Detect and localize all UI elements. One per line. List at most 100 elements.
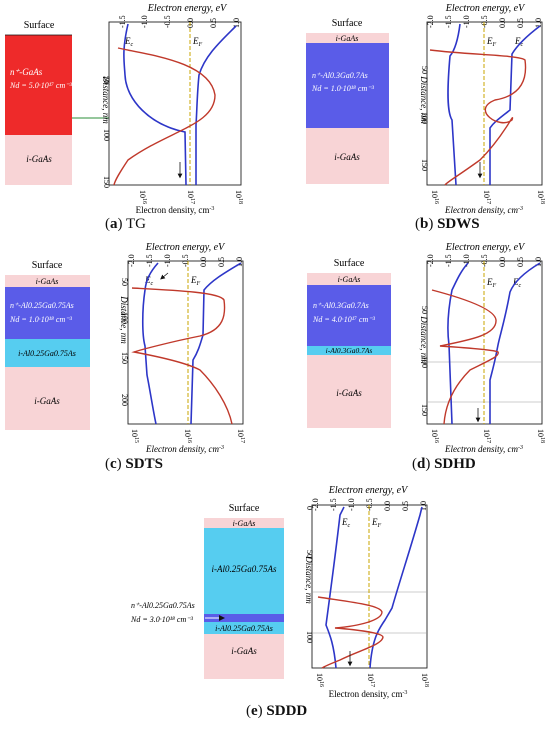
distance-tick: 100 xyxy=(420,112,429,124)
energy-tick: 1.0 xyxy=(235,257,244,267)
energy-tick: -1.0 xyxy=(462,254,471,267)
conduction-band-curve xyxy=(190,262,242,425)
density-axis-title: Electron density, cm-3 xyxy=(145,444,224,454)
energy-tick: 1.0 xyxy=(232,18,241,28)
density-tick: 1018 xyxy=(234,190,243,204)
density-axis-title: Electron density, cm-3 xyxy=(136,205,215,215)
ec-label: Ec xyxy=(514,36,524,48)
layer-label-doped-nd: Nd = 1.0·10¹⁸ cm⁻³ xyxy=(311,84,374,93)
distance-tick-labels: 50 100 150 xyxy=(102,76,111,188)
layer-label-gaas: i-GaAs xyxy=(336,34,359,43)
energy-tick: -1.5 xyxy=(444,15,453,28)
surface-label: Surface xyxy=(334,258,365,269)
plot-frame xyxy=(108,21,242,186)
layer-label-gaas: i-GaAs xyxy=(336,388,362,398)
density-axis-title: Electron density, cm-3 xyxy=(444,444,523,454)
panel-b: Surface i-GaAs n⁺-Al0.3Ga0.7As Nd = 1.0·… xyxy=(306,3,545,215)
energy-tick: 1.0 xyxy=(534,18,543,28)
layer-barrier xyxy=(204,622,284,634)
energy-axis-title: Electron energy, eV xyxy=(147,3,228,14)
density-tick: 1017 xyxy=(186,190,195,204)
layer-doped xyxy=(5,35,72,135)
energy-tick: -1.0 xyxy=(347,498,356,511)
layer-gaas xyxy=(5,135,72,185)
energy-tick: -0.5 xyxy=(480,15,489,28)
layer-doped xyxy=(5,287,90,339)
distance-tick: 50 xyxy=(120,278,129,286)
density-tick-labels: 1015 1016 1017 xyxy=(130,429,245,443)
electron-density-curve xyxy=(317,596,384,669)
density-tick: 1016 xyxy=(430,429,439,443)
distance-tick: 50 xyxy=(305,550,314,558)
layer-gaas xyxy=(306,128,389,184)
energy-tick: -1.0 xyxy=(462,15,471,28)
ec-label: Ec xyxy=(341,517,351,529)
caption-a: (a) TG xyxy=(105,216,146,232)
energy-tick: 0.0 xyxy=(498,257,507,267)
density-tick: 1018 xyxy=(536,429,545,443)
energy-axis-title: Electron energy, eV xyxy=(145,242,226,253)
layer-label-doped: n⁺-Al0.25Ga0.75As xyxy=(10,301,74,310)
electron-density-curve xyxy=(431,289,499,425)
surface-label: Surface xyxy=(24,20,55,31)
doped-layer-nd-label: Nd = 3.0·10¹⁸ cm⁻³ xyxy=(130,615,193,624)
energy-tick-labels: -2.0 -1.5 -1.0 -0.5 0.0 0.5 1.0 xyxy=(426,15,543,28)
ef-label: EF xyxy=(486,36,497,48)
density-tick: 1017 xyxy=(366,673,375,687)
energy-tick-labels: -2.0 -1.5 -1.0 -0.5 0.0 0.5 1.0 xyxy=(127,254,244,267)
layer-label-doped-nd: Nd = 1.0·10¹⁸ cm⁻³ xyxy=(9,315,72,324)
energy-tick: 1.0 xyxy=(419,501,428,511)
layer-doped xyxy=(306,43,389,128)
energy-tick: -1.5 xyxy=(444,254,453,267)
conduction-band-curve xyxy=(325,506,345,669)
layer-gaas xyxy=(306,33,389,43)
surface-label: Surface xyxy=(332,18,363,29)
distance-tick: 50 xyxy=(102,76,111,84)
distance-axis-title: Distance, nm xyxy=(419,75,429,124)
layer-gaas xyxy=(307,273,391,285)
density-tick-labels: 1016 1017 1018 xyxy=(430,429,545,443)
distance-tick: 150 xyxy=(420,404,429,416)
surface-label: Surface xyxy=(32,260,63,271)
ef-label: EF xyxy=(192,36,203,48)
ec-label: Ec xyxy=(124,36,134,48)
density-tick: 1015 xyxy=(130,429,139,443)
layer-label-doped-nd: Nd = 5.0·10¹⁷ cm⁻³ xyxy=(9,81,72,90)
energy-tick-labels: -2.0 -1.5 -1.0 -0.5 0.0 0.5 1.0 xyxy=(311,498,428,511)
energy-tick: -1.5 xyxy=(118,15,127,28)
energy-tick: 0.5 xyxy=(217,257,226,267)
distance-tick: 0 xyxy=(305,506,314,510)
density-tick-labels: 1016 1017 1018 xyxy=(315,673,429,687)
conduction-band-curve xyxy=(123,23,187,186)
doped-layer-label: n⁺-Al0.25Ga0.75As xyxy=(131,601,195,610)
energy-tick: -0.5 xyxy=(163,15,172,28)
distance-tick: 100 xyxy=(420,356,429,368)
layer-gaas xyxy=(307,355,391,428)
layer-gaas xyxy=(5,367,90,430)
layer-label-barrier: i-Al0.25Ga0.75As xyxy=(215,624,273,633)
energy-tick: 0.5 xyxy=(516,257,525,267)
distance-tick: 50 xyxy=(420,66,429,74)
layer-label-barrier: i-Al0.3Ga0.7As xyxy=(326,346,373,355)
energy-tick: 1.0 xyxy=(534,257,543,267)
ef-label: EF xyxy=(190,275,201,287)
layer-doped xyxy=(204,614,284,622)
energy-tick: 0.0 xyxy=(199,257,208,267)
density-tick: 1016 xyxy=(315,673,324,687)
distance-tick-labels: 50 100 150 xyxy=(420,306,429,416)
density-tick: 1016 xyxy=(430,190,439,204)
energy-tick: -1.0 xyxy=(163,254,172,267)
energy-tick-labels: -2.0 -1.5 -1.0 -0.5 0.0 0.5 1.0 xyxy=(426,254,543,267)
conduction-band-curve xyxy=(489,25,541,185)
plot-frame xyxy=(127,260,244,425)
density-tick: 1017 xyxy=(482,190,491,204)
layer-gaas xyxy=(204,634,284,679)
distance-tick-labels: 50 100 150 xyxy=(420,66,429,171)
energy-tick: -1.5 xyxy=(145,254,154,267)
distance-axis-title: Distance, nm xyxy=(304,555,314,604)
energy-axis-title: Electron energy, eV xyxy=(445,242,526,253)
layer-label-gaas: i-GaAs xyxy=(34,396,60,406)
layer-label-doped: n⁺-GaAs xyxy=(10,67,43,77)
layer-gaas xyxy=(5,275,90,287)
distance-tick: 150 xyxy=(420,159,429,171)
